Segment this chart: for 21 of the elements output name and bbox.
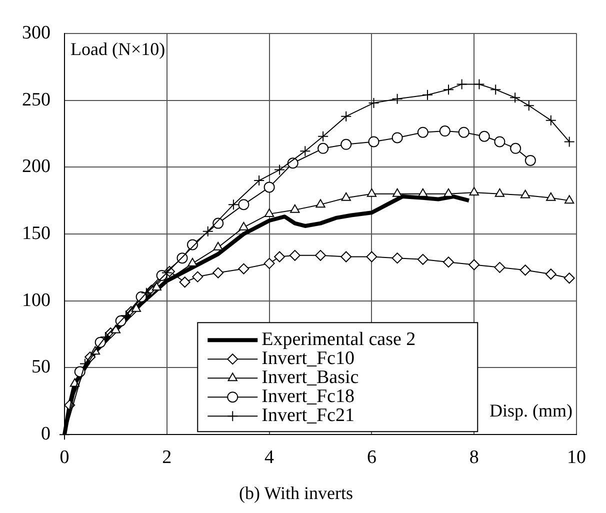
y-tick-label: 150	[22, 222, 50, 244]
x-tick-label: 4	[264, 446, 275, 468]
x-tick-label: 2	[162, 446, 172, 468]
y-tick-label: 0	[41, 424, 50, 445]
y-tick-label: 250	[22, 89, 50, 110]
x-tick-label: 8	[469, 446, 479, 468]
y-tick-label: 50	[32, 356, 50, 378]
legend-label: Invert_Basic	[262, 367, 359, 388]
text: (b) With inverts	[239, 482, 353, 503]
legend-label: Invert_Fc21	[262, 405, 354, 426]
legend-label: Experimental case 2	[262, 329, 416, 350]
y-axis-title: Load (N×10)	[70, 39, 166, 60]
x-axis-title: Disp. (mm)	[490, 400, 572, 420]
y-tick-label: 100	[22, 290, 50, 311]
x-tick-label: 0	[60, 446, 70, 468]
x-tick-label: 10	[567, 446, 586, 468]
x-tick-label: 6	[366, 446, 376, 468]
legend-label: Invert_Fc10	[262, 348, 354, 370]
y-tick-label: 300	[22, 22, 50, 44]
y-tick-label: 200	[22, 156, 50, 178]
legend-label: Invert_Fc18	[262, 386, 354, 408]
